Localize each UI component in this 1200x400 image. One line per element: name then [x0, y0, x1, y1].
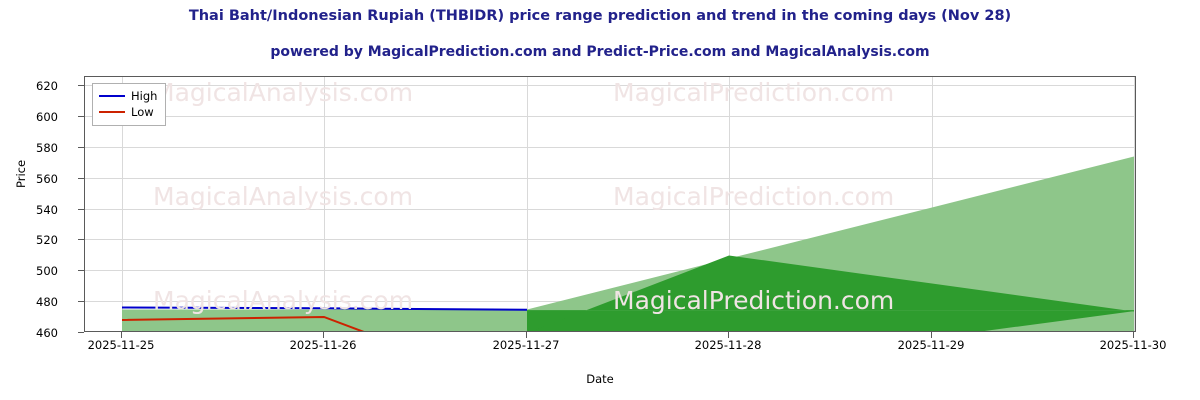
plot-area [84, 76, 1136, 332]
gridline [85, 178, 1135, 179]
x-tick-mark [121, 332, 122, 338]
y-tick-label: 500 [36, 264, 58, 278]
y-tick-mark [78, 178, 84, 179]
high-series-line [121, 306, 528, 311]
legend-item-high: High [99, 88, 157, 104]
x-axis-label: Date [586, 372, 614, 386]
y-tick-label: 580 [36, 141, 58, 155]
y-tick-mark [78, 270, 84, 271]
x-tick-label: 2025-11-28 [694, 338, 762, 352]
gridline [85, 209, 1135, 210]
gridline [527, 77, 528, 331]
y-tick-mark [78, 239, 84, 240]
gridline [85, 116, 1135, 117]
series-layer [121, 156, 1134, 331]
y-tick-mark [78, 209, 84, 210]
x-tick-mark [526, 332, 527, 338]
x-tick-mark [1133, 332, 1134, 338]
chart-title: Thai Baht/Indonesian Rupiah (THBIDR) pri… [188, 8, 1012, 24]
y-tick-mark [78, 85, 84, 86]
x-tick-label: 2025-11-27 [492, 338, 560, 352]
x-tick-mark [323, 332, 324, 338]
gridline [85, 239, 1135, 240]
x-tick-mark [931, 332, 932, 338]
low-series-line [121, 315, 365, 331]
chart-subtitle: powered by MagicalPrediction.com and Pre… [270, 44, 930, 60]
y-tick-label: 620 [36, 79, 58, 93]
y-tick-label: 540 [36, 203, 58, 217]
x-tick-label: 2025-11-29 [897, 338, 965, 352]
legend-item-low: Low [99, 104, 157, 120]
y-tick-label: 520 [36, 233, 58, 247]
gridline [729, 77, 730, 331]
x-tick-label: 2025-11-30 [1099, 338, 1167, 352]
y-tick-mark [78, 301, 84, 302]
legend-swatch-low [99, 111, 125, 113]
y-tick-label: 460 [36, 326, 58, 340]
inner-range-band [527, 310, 1134, 331]
gridline [324, 77, 325, 331]
gridline [1134, 77, 1135, 331]
x-tick-mark [728, 332, 729, 338]
y-tick-mark [78, 116, 84, 117]
legend-swatch-high [99, 95, 125, 97]
gridline [85, 147, 1135, 148]
y-tick-label: 600 [36, 110, 58, 124]
x-tick-label: 2025-11-25 [87, 338, 155, 352]
y-tick-mark [78, 147, 84, 148]
legend: High Low [92, 83, 167, 126]
x-tick-label: 2025-11-26 [289, 338, 357, 352]
y-tick-mark [78, 332, 84, 333]
gridline [85, 85, 1135, 86]
inner-range-band-upper [527, 255, 1134, 331]
gridline [122, 77, 123, 331]
gridline [932, 77, 933, 331]
gridline [85, 270, 1135, 271]
y-tick-label: 480 [36, 295, 58, 309]
legend-label-low: Low [131, 105, 154, 119]
legend-label-high: High [131, 89, 158, 103]
y-tick-label: 560 [36, 172, 58, 186]
